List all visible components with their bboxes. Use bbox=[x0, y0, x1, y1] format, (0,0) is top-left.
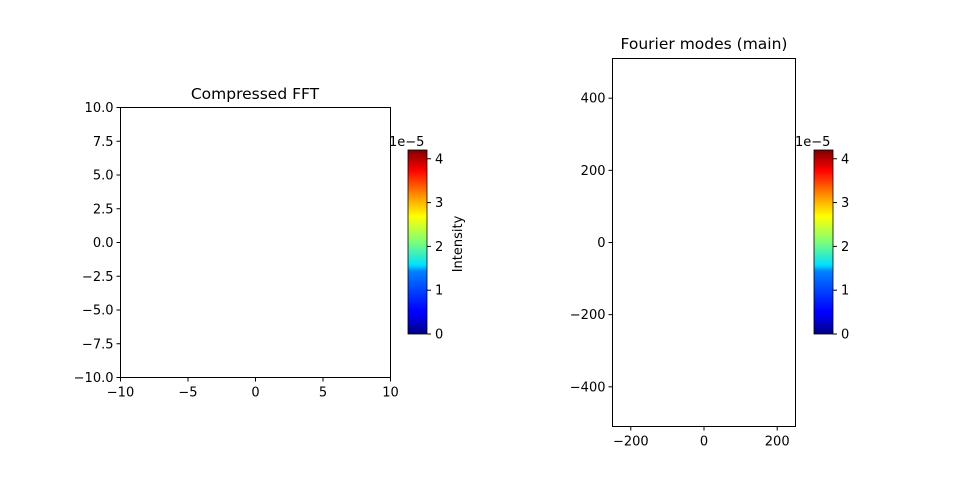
subplot-fourier-modes: Fourier modes (main) −200 0 200 4002000−20… bbox=[570, 35, 850, 450]
x-tick-label: 10 bbox=[382, 386, 399, 401]
chart-title-compressed-fft: Compressed FFT bbox=[191, 85, 320, 103]
colorbar-tick-label: 1 bbox=[435, 284, 443, 299]
x-tick-label: 5 bbox=[319, 386, 327, 401]
plot-area-fourier-modes bbox=[612, 58, 796, 427]
colorbar-ticks: 0 1 2 3 4 bbox=[833, 152, 849, 343]
y-tick-label: −400 bbox=[570, 380, 606, 395]
x-axis-compressed-fft: −10 −5 0 5 10 bbox=[107, 377, 399, 401]
colorbar-fourier-modes: 1e−5 0 1 2 3 4 bbox=[795, 135, 849, 343]
plot-area-compressed-fft bbox=[120, 107, 391, 378]
x-tick-label: 0 bbox=[251, 386, 259, 401]
y-tick-label: −5.0 bbox=[82, 304, 114, 319]
y-tick-label: −10.0 bbox=[74, 371, 114, 386]
colorbar-compressed-fft: 1e−5 0 1 2 3 4 Intensity bbox=[389, 135, 466, 343]
colorbar-tick-label: 3 bbox=[435, 196, 443, 211]
colorbar-label: Intensity bbox=[451, 215, 466, 272]
colorbar-tick-label: 1 bbox=[841, 284, 849, 299]
x-tick-label: −200 bbox=[613, 435, 649, 450]
y-tick-label: 400 bbox=[581, 92, 606, 107]
x-tick-label: 0 bbox=[700, 435, 708, 450]
y-tick-label: 200 bbox=[581, 164, 606, 179]
colorbar-ticks: 0 1 2 3 4 bbox=[427, 152, 443, 343]
y-tick-label: −200 bbox=[570, 308, 606, 323]
x-tick-label: −5 bbox=[178, 386, 197, 401]
colorbar-tick-label: 4 bbox=[435, 152, 443, 167]
subplot-compressed-fft: Compressed FFT −10 −5 0 5 10 10.07.55.02.50.… bbox=[74, 85, 466, 401]
colorbar-gradient bbox=[407, 149, 428, 335]
colorbar-tick-label: 3 bbox=[841, 196, 849, 211]
y-tick-label: 2.5 bbox=[93, 202, 114, 217]
y-tick-label: 0 bbox=[597, 236, 605, 251]
y-tick-label: 5.0 bbox=[93, 169, 114, 184]
y-axis-fourier-modes: 400 200 0 −200 −400 bbox=[570, 92, 613, 395]
chart-title-fourier-modes: Fourier modes (main) bbox=[621, 35, 788, 53]
x-tick-label: 200 bbox=[765, 435, 790, 450]
colorbar-offset-text: 1e−5 bbox=[795, 135, 830, 150]
y-tick-label: −7.5 bbox=[82, 337, 114, 352]
colorbar-tick-label: 2 bbox=[841, 240, 849, 255]
x-axis-fourier-modes: −200 0 200 bbox=[613, 426, 790, 450]
colorbar-tick-label: 2 bbox=[435, 240, 443, 255]
y-tick-label: 0.0 bbox=[93, 236, 114, 251]
y-tick-label: 10.0 bbox=[85, 101, 114, 116]
colorbar-tick-label: 0 bbox=[435, 328, 443, 343]
y-tick-label: 7.5 bbox=[93, 135, 114, 150]
colorbar-offset-text: 1e−5 bbox=[389, 135, 424, 150]
y-tick-label: −2.5 bbox=[82, 270, 114, 285]
x-tick-label: −10 bbox=[107, 386, 134, 401]
colorbar-gradient bbox=[813, 149, 834, 335]
y-axis-compressed-fft: 10.0 7.5 5.0 2.5 0.0 −2.5 −5.0 −7.5 −10.0 bbox=[74, 101, 121, 386]
colorbar-tick-label: 0 bbox=[841, 328, 849, 343]
colorbar-tick-label: 4 bbox=[841, 152, 849, 167]
